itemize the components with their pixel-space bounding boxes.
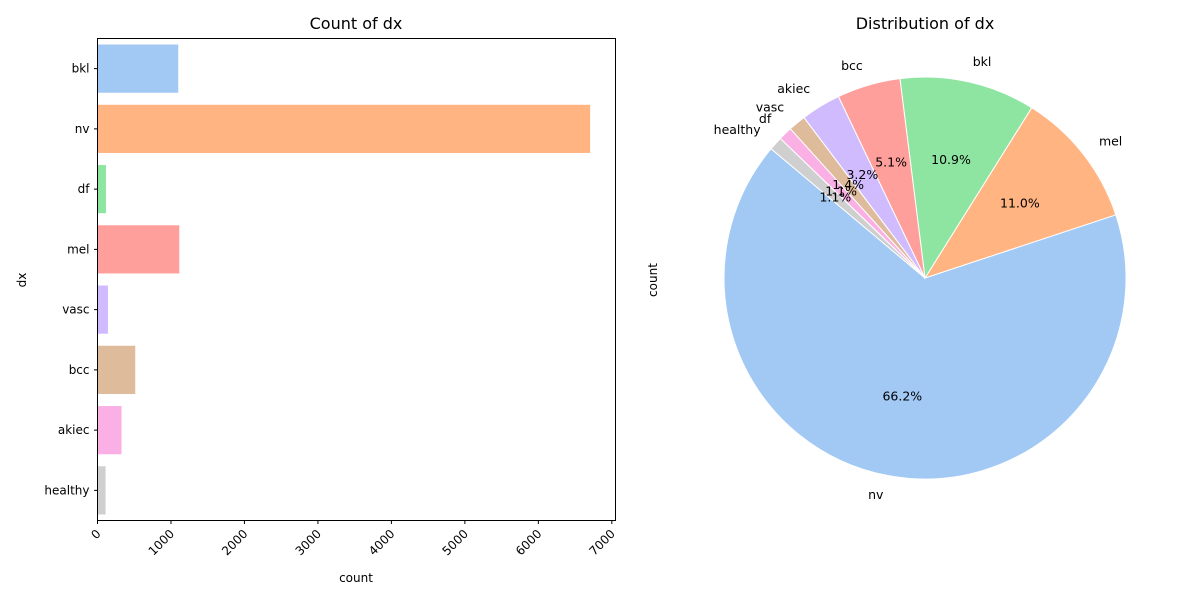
pie-label-bkl: bkl [973, 54, 992, 69]
y-tick-label-healthy: healthy [44, 483, 89, 497]
pie-label-akiec: akiec [777, 81, 810, 96]
pie-percent-healthy: 1.1% [819, 189, 851, 204]
bar-plot-frame [97, 38, 616, 521]
pie-slice-nv [723, 148, 1127, 480]
x-tick-label-5000: 5000 [439, 527, 470, 558]
pie-slice-bkl [899, 76, 1033, 280]
bar-chart-x-axis-label: count [339, 571, 373, 585]
pie-percent-df: 1.1% [825, 183, 857, 198]
pie-percent-vasc: 1.4% [832, 177, 864, 192]
y-tick-label-mel: mel [67, 242, 89, 256]
bar-df [97, 165, 106, 214]
x-tick-label-0: 0 [88, 527, 103, 542]
x-tick-label-4000: 4000 [366, 527, 397, 558]
pie-percent-akiec: 3.2% [846, 167, 878, 182]
pie-label-mel: mel [1099, 134, 1122, 149]
bar-vasc [97, 285, 108, 334]
y-tick-label-akiec: akiec [58, 423, 90, 437]
x-tick-label-1000: 1000 [146, 527, 177, 558]
pie-chart-y-axis-label: count [646, 263, 660, 297]
bar-y-ticks: bkl nv df mel vasc bcc akiec healthy [44, 62, 98, 497]
x-tick-label-3000: 3000 [293, 527, 324, 558]
x-tick-label-6000: 6000 [513, 527, 544, 558]
y-tick-label-vasc: vasc [62, 303, 89, 317]
pie-slice-mel [923, 107, 1117, 279]
x-tick-label-7000: 7000 [586, 527, 617, 558]
bar-mel [97, 225, 180, 274]
bar-healthy [97, 466, 106, 515]
pie-percent-mel: 11.0% [1000, 196, 1040, 211]
bar-chart-title: Count of dx [310, 14, 403, 33]
bar-akiec [97, 406, 122, 455]
pie-label-bcc: bcc [841, 58, 863, 73]
pie-chart-panel: Distribution of dx count nv mel bkl bcc akie… [646, 14, 1127, 502]
pie-label-nv: nv [868, 487, 884, 502]
y-tick-label-bcc: bcc [69, 363, 90, 377]
pie-percent-labels: 66.2% 11.0% 10.9% 5.1%3.2%1.4%1.1%1.1% [819, 152, 1039, 403]
pie-slice-healthy [770, 137, 926, 279]
pie-label-df: df [759, 111, 772, 126]
bar-bcc [97, 345, 136, 394]
pie-label-vasc: vasc [756, 100, 785, 115]
x-tick-label-2000: 2000 [219, 527, 250, 558]
pie-chart-title: Distribution of dx [856, 14, 995, 33]
bar-nv [97, 104, 591, 153]
y-tick-label-nv: nv [75, 122, 90, 136]
bar-series [97, 44, 591, 515]
pie-percent-bkl: 10.9% [931, 152, 971, 167]
bar-chart-y-axis-label: dx [15, 273, 29, 288]
bar-chart-panel: Count of dx count dx bkl nv df mel vasc bcc ak… [15, 14, 618, 585]
y-tick-label-df: df [78, 182, 91, 196]
pie-percent-bcc: 5.1% [875, 154, 907, 169]
bar-bkl [97, 44, 179, 93]
bar-x-ticks: 0 1000 2000 3000 4000 5000 6000 7000 [88, 520, 618, 558]
pie-label-healthy: healthy [714, 122, 762, 137]
y-tick-label-bkl: bkl [72, 62, 90, 76]
pie-percent-nv: 66.2% [882, 388, 922, 403]
pie-slices [723, 76, 1127, 480]
